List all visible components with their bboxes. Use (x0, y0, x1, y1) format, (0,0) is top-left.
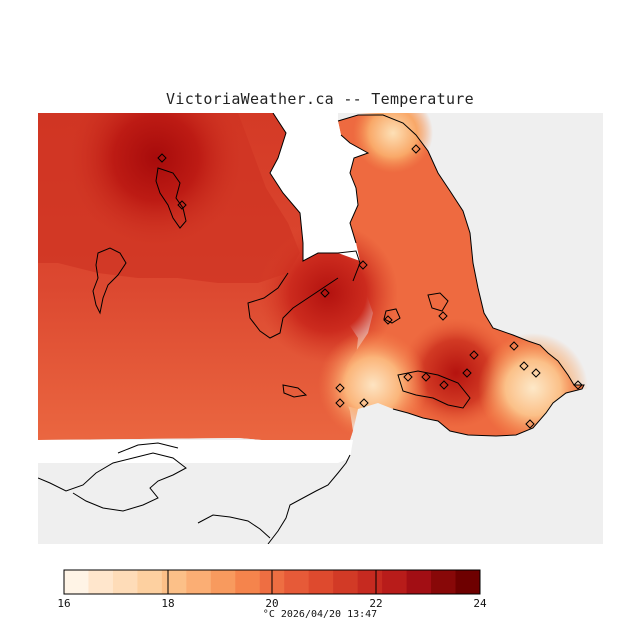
colorbar-swatch (284, 570, 310, 594)
hot-spot-central (258, 223, 398, 363)
colorbar-swatch (382, 570, 408, 594)
colorbar-swatch (357, 570, 383, 594)
colorbar-swatch (64, 570, 89, 594)
colorbar-swatch (210, 570, 236, 594)
no-data-region-south (38, 389, 603, 544)
colorbar-label-18: 18 (161, 597, 175, 610)
colorbar-frame (63, 569, 481, 595)
colorbar-swatch (333, 570, 359, 594)
colorbar-ticks (63, 570, 481, 594)
no-data-region-southwest (38, 440, 353, 463)
cool-spot-northeast (353, 113, 433, 173)
colorbar-swatch (137, 570, 163, 594)
colorbar-swatch (161, 570, 187, 594)
units-timestamp: °C 2026/04/20 13:47 (262, 609, 378, 620)
hot-spot-northwest (61, 113, 251, 253)
colorbar-swatch (235, 570, 261, 594)
colorbar-swatch (455, 570, 481, 594)
colorbar-swatch (406, 570, 432, 594)
colorbar-swatch (431, 570, 457, 594)
colorbar-swatch (88, 570, 114, 594)
coastlines (38, 113, 585, 544)
colorbar-swatch (259, 570, 285, 594)
temperature-map (38, 113, 603, 544)
colorbar-label-20: 20 (265, 597, 279, 610)
colorbar-label-16: 16 (57, 597, 71, 610)
colorbar-swatch (186, 570, 212, 594)
map-title: VictoriaWeather.ca -- Temperature (166, 90, 474, 108)
colorbar-swatch (112, 570, 138, 594)
station-markers (157, 144, 583, 429)
colorbar-label-24: 24 (473, 597, 487, 610)
colorbar-swatches (64, 570, 481, 594)
no-data-region-north (270, 113, 368, 261)
colorbar-label-22: 22 (369, 597, 383, 610)
colorbar-swatch (308, 570, 334, 594)
